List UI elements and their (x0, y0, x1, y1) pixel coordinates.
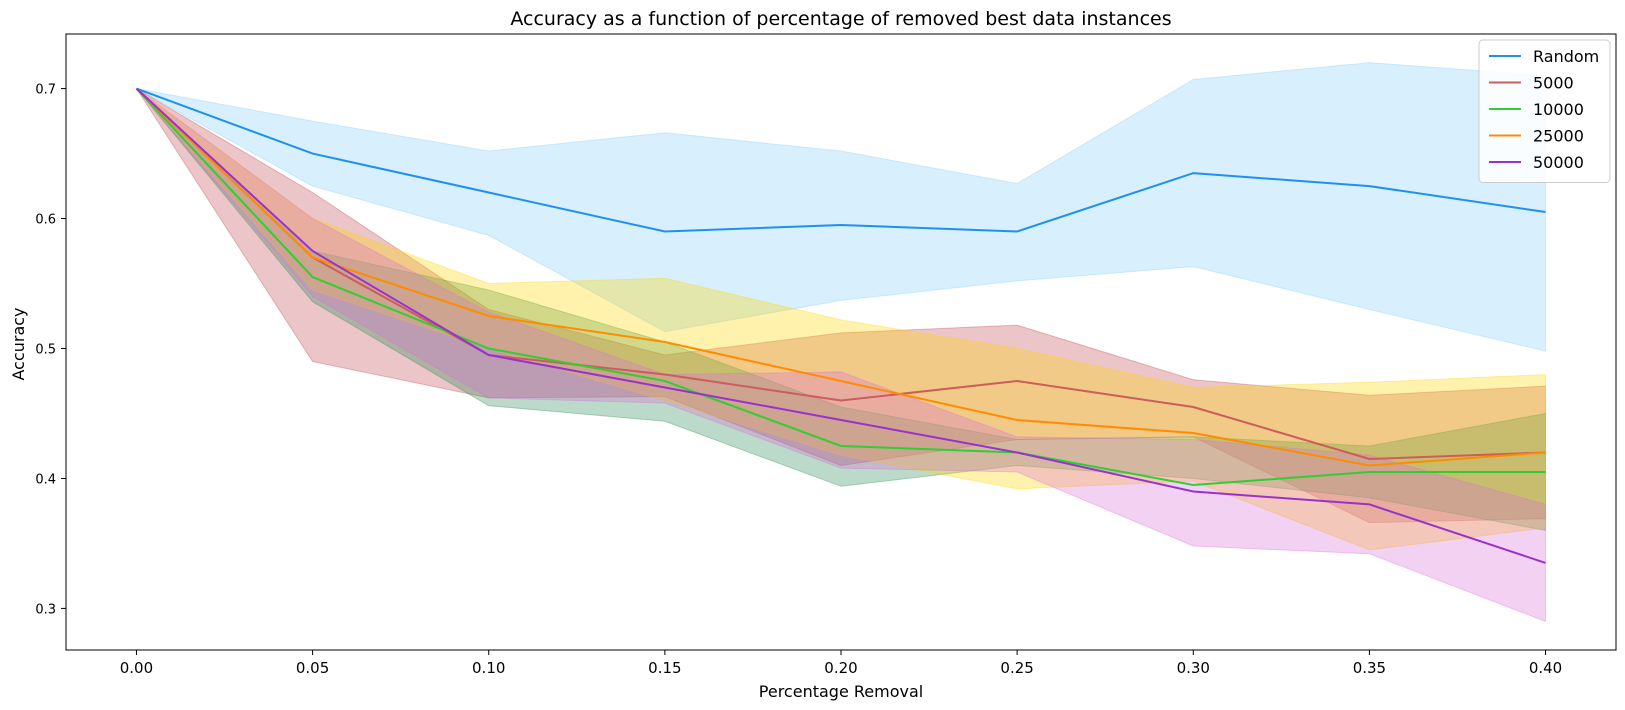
y-tick-label: 0.6 (35, 213, 56, 228)
x-tick-label: 0.00 (120, 659, 153, 677)
x-tick-label: 0.25 (1000, 659, 1033, 677)
y-tick-label: 0.5 (35, 342, 56, 357)
y-axis-label: Accuracy (9, 307, 28, 380)
x-tick-label: 0.15 (648, 659, 681, 677)
y-axis-ticks: 0.3 0.4 0.5 0.6 0.7 (35, 83, 66, 617)
x-tick-label: 0.35 (1353, 659, 1386, 677)
y-tick-label: 0.7 (35, 83, 56, 98)
series-line-50000 (135, 87, 1546, 564)
chart-title: Accuracy as a function of percentage of … (510, 8, 1171, 30)
series-line-random (136, 87, 1546, 233)
x-tick-label: 0.20 (824, 659, 857, 677)
legend-label: 25000 (1533, 127, 1584, 146)
legend-label: Random (1533, 47, 1599, 66)
band-25000 (136, 88, 1546, 551)
x-axis-label: Percentage Removal (759, 682, 923, 701)
x-tick-label: 0.30 (1177, 659, 1210, 677)
x-tick-label: 0.05 (296, 659, 329, 677)
legend-label: 5000 (1533, 74, 1574, 93)
legend-label: 50000 (1533, 153, 1584, 172)
band-random (136, 62, 1546, 352)
x-tick-label: 0.10 (472, 659, 505, 677)
y-tick-label: 0.3 (35, 602, 56, 617)
series-lines (135, 87, 1546, 564)
x-tick-label: 0.40 (1529, 659, 1562, 677)
series-line-5000 (135, 87, 1546, 461)
series-line-10000 (135, 87, 1546, 487)
legend-box (1478, 39, 1611, 183)
legend: Random 5000 10000 25000 50000 (1478, 39, 1611, 183)
legend-label: 10000 (1533, 100, 1584, 119)
series-line-25000 (135, 87, 1546, 467)
band-5000 (136, 88, 1546, 524)
x-axis-ticks: 0.00 0.05 0.10 0.15 0.20 0.25 0.30 0.35 0.40 (120, 650, 1562, 677)
confidence-bands (136, 62, 1546, 623)
y-tick-label: 0.4 (35, 472, 56, 487)
